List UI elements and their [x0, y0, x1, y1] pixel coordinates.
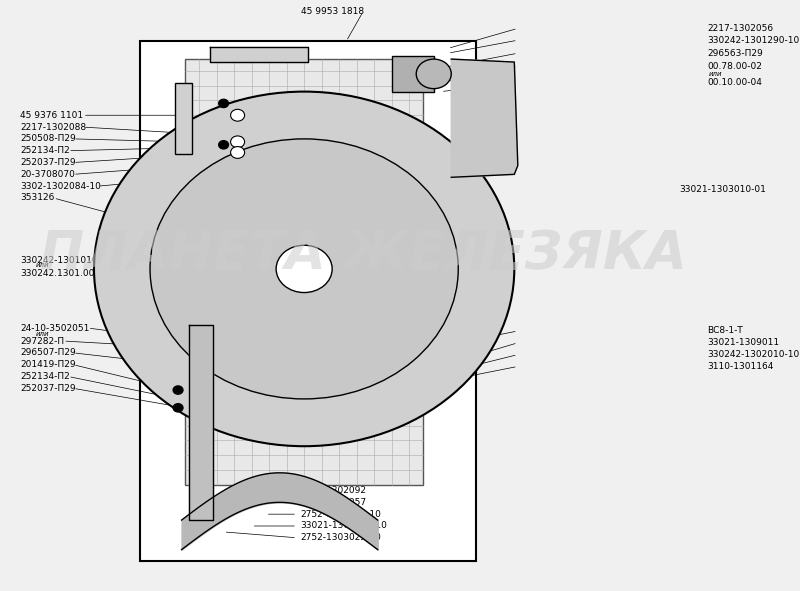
Text: 45 9953 1818: 45 9953 1818 [301, 7, 364, 17]
Text: 330242-1301010: 330242-1301010 [21, 255, 98, 265]
Polygon shape [451, 59, 518, 177]
Text: 252134-П2: 252134-П2 [21, 372, 70, 381]
Bar [185, 59, 423, 485]
Circle shape [218, 99, 229, 108]
Text: 296507-П29: 296507-П29 [21, 348, 76, 358]
Text: 00.78.00-02: 00.78.00-02 [707, 61, 762, 71]
Circle shape [230, 109, 245, 121]
Text: 2752-1303025-10: 2752-1303025-10 [301, 533, 382, 543]
Polygon shape [189, 325, 213, 520]
Text: 252134-П2: 252134-П2 [21, 146, 70, 155]
Circle shape [276, 245, 332, 293]
Circle shape [230, 147, 245, 158]
Circle shape [94, 92, 514, 446]
Text: ПЛАНЕТА ЖЕЛЕЗЯКА: ПЛАНЕТА ЖЕЛЕЗЯКА [40, 228, 687, 280]
Circle shape [150, 139, 458, 399]
Text: 250508-П29: 250508-П29 [21, 134, 76, 144]
Text: 45 9376 1101: 45 9376 1101 [21, 111, 83, 120]
Text: 252037-П29: 252037-П29 [21, 158, 76, 167]
Text: 330242.1301.000: 330242.1301.000 [21, 268, 101, 278]
Text: 201419-П29: 201419-П29 [21, 360, 76, 369]
Text: 3110-1301164: 3110-1301164 [707, 362, 774, 371]
Text: 33021-1303018-10: 33021-1303018-10 [301, 521, 387, 531]
Text: 33021-1309011: 33021-1309011 [707, 338, 779, 348]
Polygon shape [210, 47, 308, 62]
Text: 33021-1303010-01: 33021-1303010-01 [679, 184, 766, 194]
Text: 2217-1302057: 2217-1302057 [301, 498, 366, 507]
Circle shape [416, 59, 451, 89]
Text: 00.10.00-04: 00.10.00-04 [707, 78, 762, 87]
Text: или: или [36, 262, 50, 268]
Circle shape [173, 404, 183, 412]
Text: 353126: 353126 [21, 193, 55, 203]
Text: 3302-1302084-10: 3302-1302084-10 [21, 181, 102, 191]
Text: 297282-П: 297282-П [21, 336, 65, 346]
Text: 2217-1302092: 2217-1302092 [301, 486, 366, 495]
Bar [392, 56, 434, 92]
Text: 252037-П29: 252037-П29 [21, 384, 76, 393]
Circle shape [230, 136, 245, 148]
Bar [174, 83, 192, 154]
Text: 2217-1302056: 2217-1302056 [707, 24, 773, 33]
Text: 24-10-3502051: 24-10-3502051 [21, 323, 90, 333]
Bar [139, 41, 476, 561]
Text: 2752-1303026-10: 2752-1303026-10 [301, 509, 382, 519]
Text: ВС8-1-Т: ВС8-1-Т [707, 326, 742, 336]
Text: 330242-1302010-10: 330242-1302010-10 [707, 350, 799, 359]
Text: или: или [36, 331, 50, 337]
Text: 330242-1301290-10: 330242-1301290-10 [707, 35, 799, 45]
Text: 20-3708070: 20-3708070 [21, 170, 75, 179]
Circle shape [173, 386, 183, 394]
Text: 296563-П29: 296563-П29 [707, 48, 762, 58]
Text: 2217-1302088: 2217-1302088 [21, 122, 86, 132]
Text: или: или [708, 71, 722, 77]
Circle shape [218, 141, 229, 149]
